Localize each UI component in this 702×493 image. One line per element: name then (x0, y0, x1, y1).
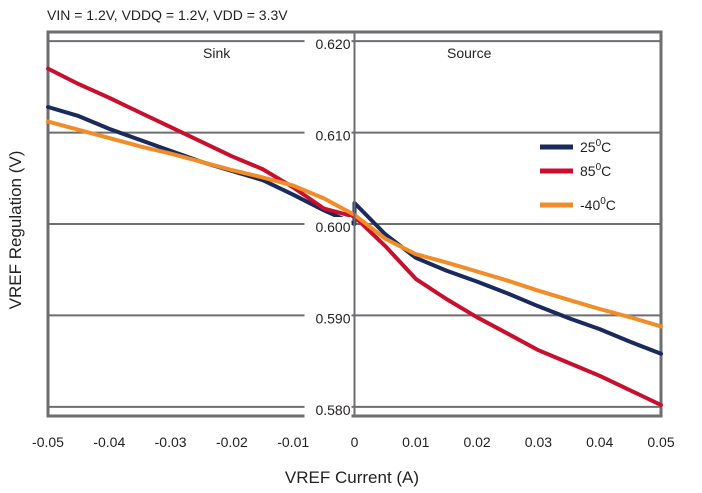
x-tick-label: 0.03 (525, 434, 552, 450)
y-tick-label-box (304, 308, 352, 329)
y-tick-label: 0.590 (315, 310, 350, 326)
x-tick-label: -0.04 (93, 434, 125, 450)
chart-subtitle: VIN = 1.2V, VDDQ = 1.2V, VDD = 3.3V (47, 7, 288, 23)
y-tick-label-box (304, 217, 352, 237)
x-tick-label: 0.04 (586, 434, 613, 450)
y-tick-label-box (304, 399, 352, 420)
y-tick-label-box (304, 125, 352, 146)
x-tick-label: -0.01 (277, 434, 309, 450)
x-tick-label: -0.03 (155, 434, 187, 450)
legend: 250C 850C -400C (540, 138, 616, 213)
x-tick-label: -0.02 (216, 434, 248, 450)
legend-label: -400C (580, 196, 616, 213)
y-tick-label: 0.620 (315, 36, 350, 52)
x-axis-title: VREF Current (A) (285, 468, 419, 487)
in-plot-labels: 0.580 0.590 0.600 0.610 0.620 (304, 32, 356, 420)
source-region-label: Source (447, 45, 492, 61)
y-tick-label-box (304, 34, 352, 55)
legend-label: 850C (580, 162, 611, 179)
y-tick-label: 0.580 (315, 402, 350, 418)
x-tick-label: 0.01 (402, 434, 429, 450)
x-tick-label: 0.05 (647, 434, 674, 450)
sink-region-label: Sink (203, 45, 231, 61)
x-tick-labels: -0.05 -0.04 -0.03 -0.02 -0.01 0 0.01 0.02 0.03 0.… (32, 434, 675, 450)
y-tick-label: 0.600 (315, 219, 350, 235)
x-tick-label: 0.02 (463, 434, 490, 450)
y-axis-title: VREF Regulation (V) (6, 151, 25, 310)
x-tick-label: -0.05 (32, 434, 64, 450)
legend-label: 250C (580, 138, 611, 155)
x-tick-label: 0 (351, 434, 359, 450)
y-tick-label: 0.610 (315, 128, 350, 144)
